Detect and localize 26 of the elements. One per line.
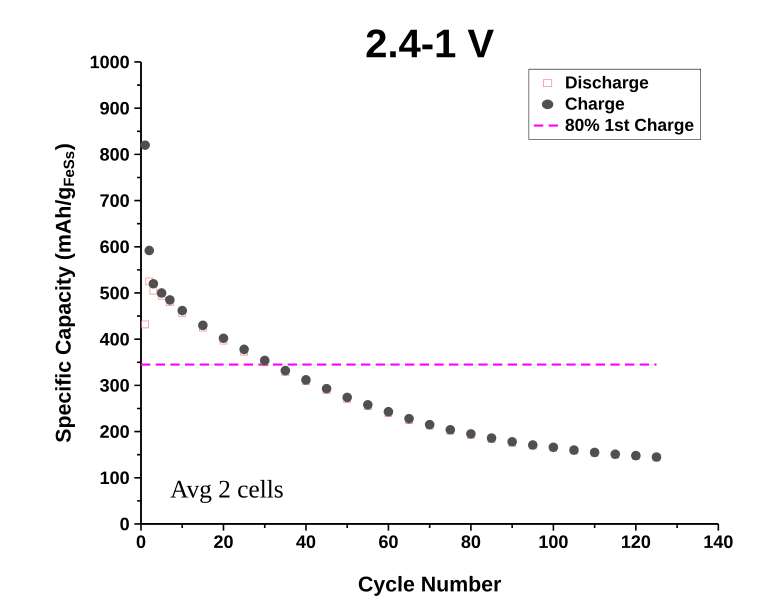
y-tick-label: 800 xyxy=(100,148,129,161)
y-tick-label: 1000 xyxy=(90,56,129,68)
x-tick-label: 120 xyxy=(622,535,650,548)
legend-label: 80% 1st Charge xyxy=(566,118,694,135)
x-tick-label: 0 xyxy=(136,535,146,548)
x-tick-label: 40 xyxy=(296,535,316,548)
legend-label: Discharge xyxy=(566,76,648,92)
annotation: Avg 2 cells xyxy=(170,480,283,503)
y-tick-label: 0 xyxy=(120,518,129,530)
x-tick-label: 80 xyxy=(461,535,480,548)
legend-label: Charge xyxy=(566,97,624,114)
chart-title: 2.4-1 V xyxy=(366,29,494,58)
y-tick-label: 900 xyxy=(100,102,129,115)
x-tick-label: 100 xyxy=(539,535,568,548)
x-axis-title: Cycle Number xyxy=(358,576,502,596)
y-tick-label: 100 xyxy=(100,471,129,484)
y-tick-label: 600 xyxy=(100,240,129,254)
y-tick-label: 400 xyxy=(100,332,129,346)
x-tick-label: 20 xyxy=(214,535,233,548)
x-tick-label: 140 xyxy=(704,535,733,548)
x-tick-label: 60 xyxy=(379,535,398,548)
y-tick-label: 200 xyxy=(100,425,129,438)
y-tick-label: 300 xyxy=(100,379,129,392)
y-tick-label: 500 xyxy=(100,286,129,300)
y-tick-label: 700 xyxy=(100,194,129,207)
y-axis-title: Specific Capacity (mAh/g$_{FeSs}$) xyxy=(55,144,76,442)
